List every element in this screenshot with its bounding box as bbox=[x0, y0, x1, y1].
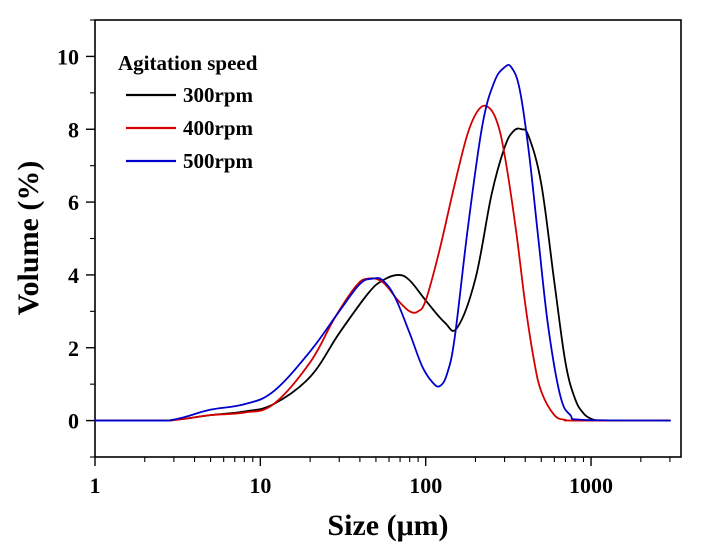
x-axis-title: Size (μm) bbox=[327, 509, 448, 542]
y-tick-label: 0 bbox=[68, 409, 79, 434]
x-tick-label: 1 bbox=[90, 473, 101, 498]
y-tick-label: 6 bbox=[68, 190, 79, 215]
series-layer bbox=[94, 63, 671, 422]
x-tick-label: 1000 bbox=[569, 473, 613, 498]
legend-label-500rpm: 500rpm bbox=[183, 149, 254, 173]
legend-title: Agitation speed bbox=[118, 51, 258, 75]
series-line-500rpm bbox=[94, 63, 671, 422]
axes: 1 10 100 1000 0 2 4 6 8 10 bbox=[57, 19, 682, 498]
y-tick-label: 2 bbox=[68, 336, 79, 361]
y-tick-label: 4 bbox=[68, 263, 79, 288]
legend: Agitation speed 300rpm 400rpm 500rpm bbox=[118, 51, 258, 173]
x-tick-label: 100 bbox=[409, 473, 442, 498]
y-axis-title: Volume (%) bbox=[12, 161, 45, 316]
legend-label-300rpm: 300rpm bbox=[183, 83, 254, 107]
y-tick-label: 8 bbox=[68, 117, 79, 142]
y-tick-label: 10 bbox=[57, 44, 79, 69]
x-tick-label: 10 bbox=[249, 473, 271, 498]
series-line-400rpm bbox=[94, 104, 671, 422]
series-line-300rpm bbox=[94, 127, 671, 422]
legend-label-400rpm: 400rpm bbox=[183, 116, 254, 140]
